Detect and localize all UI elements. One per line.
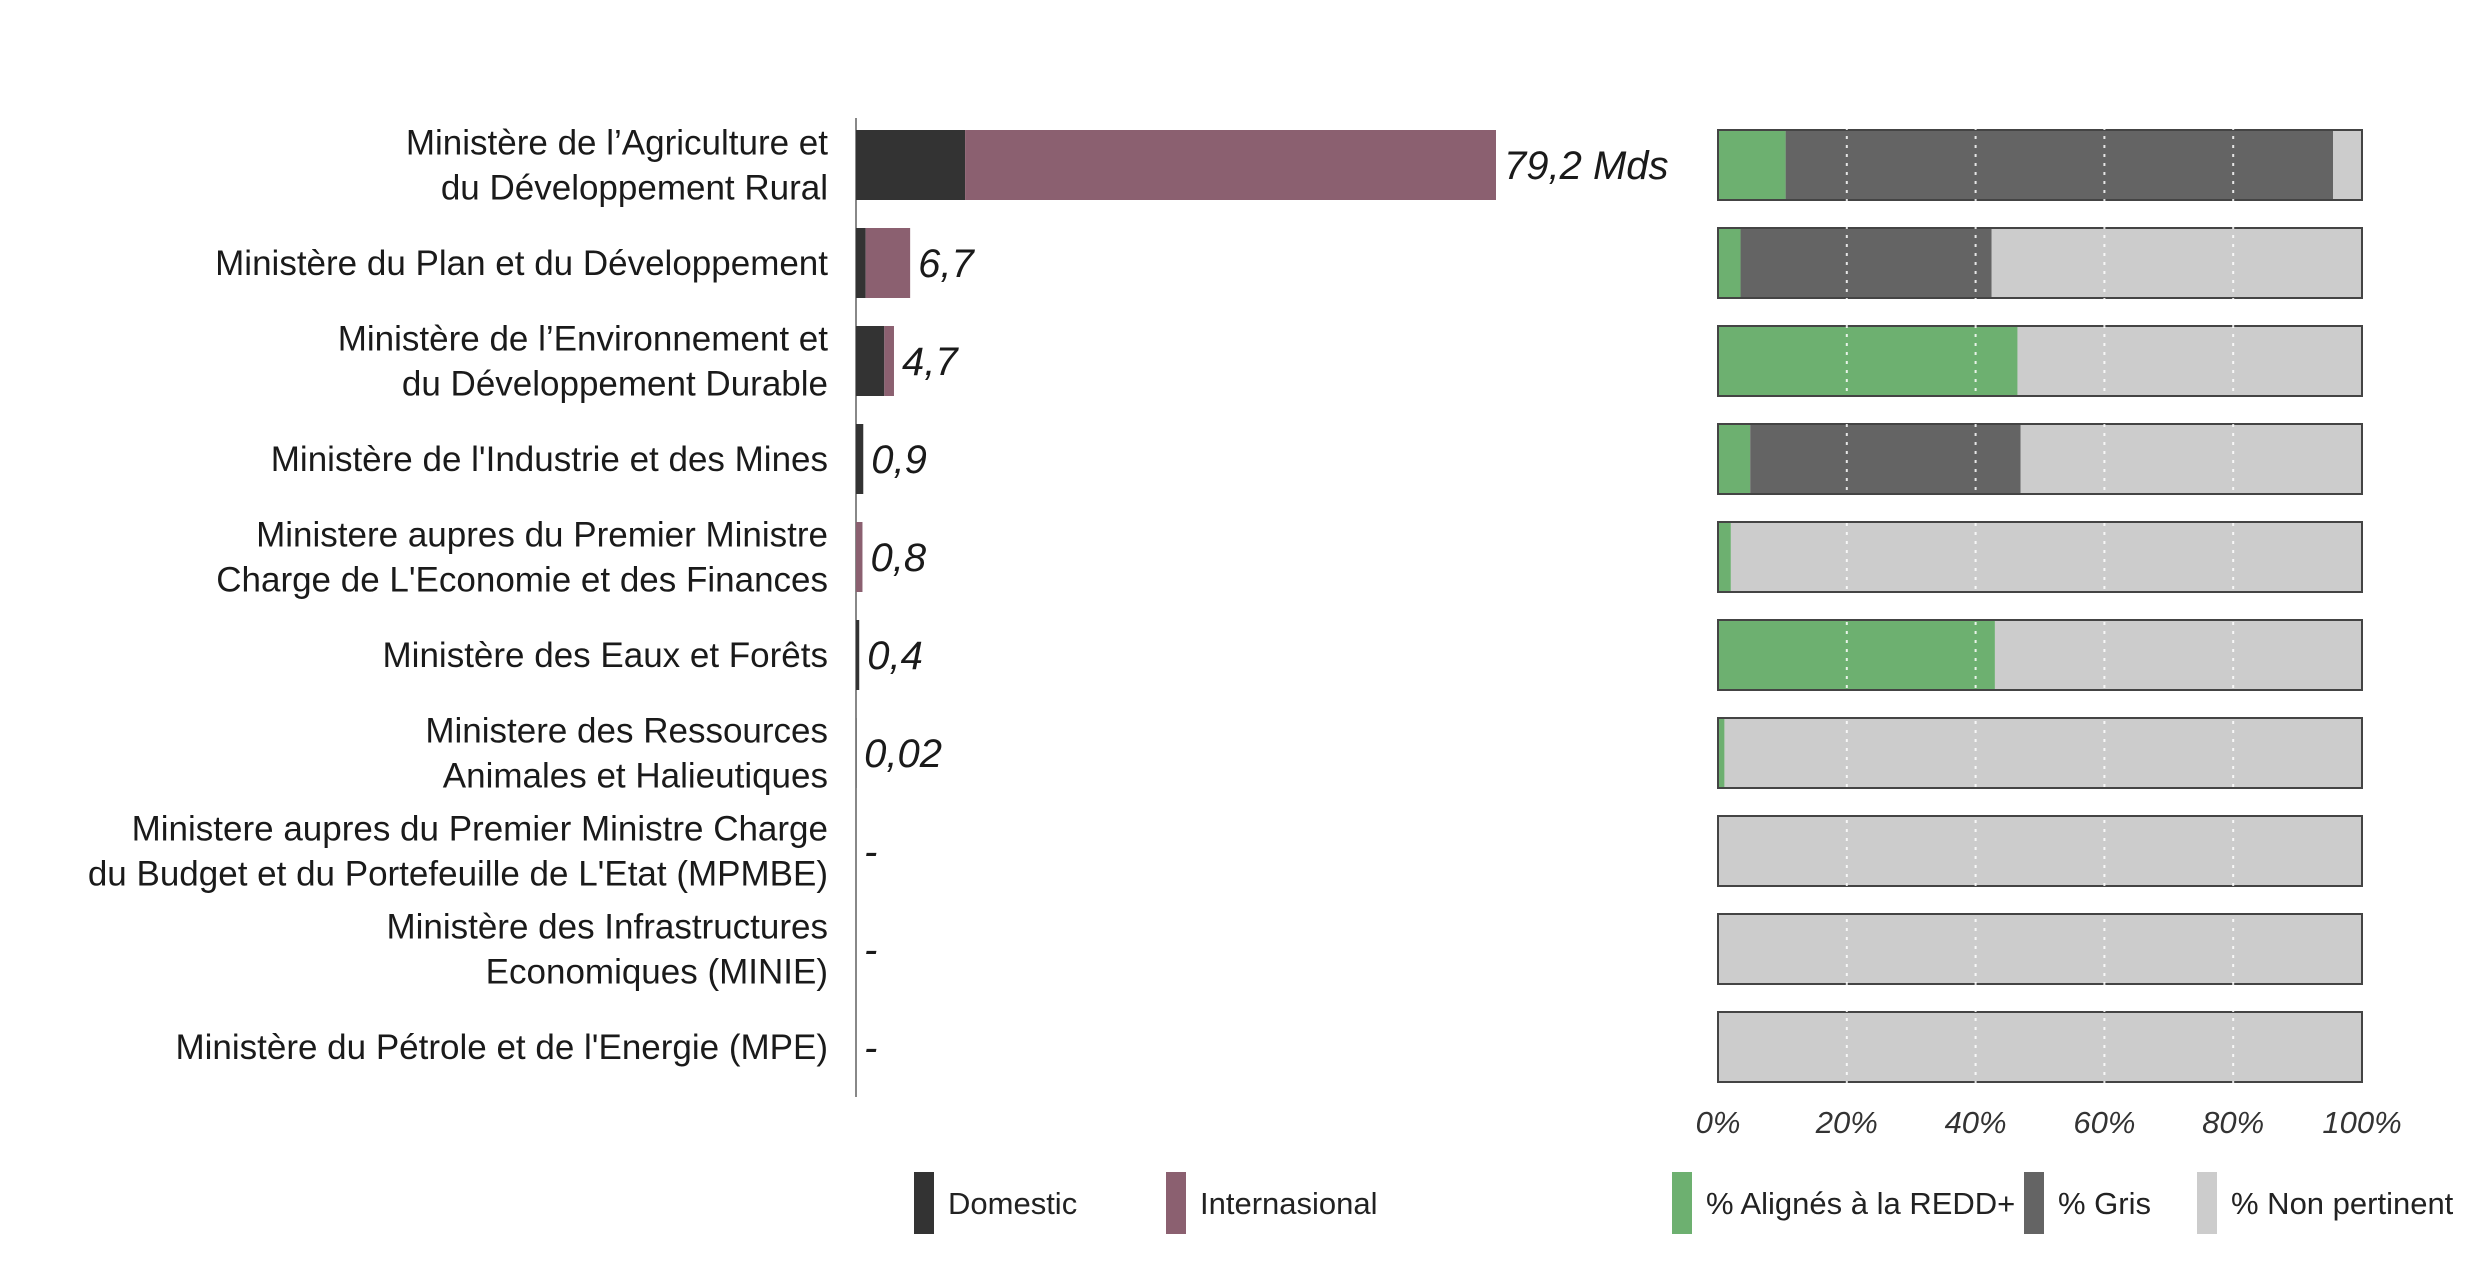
bar-domestic — [856, 620, 860, 690]
bar-domestic — [856, 424, 864, 494]
bar-non-pertinent — [1718, 816, 2362, 886]
bar-internasional — [965, 130, 1496, 200]
category-label: Animales et Halieutiques — [443, 757, 828, 796]
data-label: 4,7 — [902, 340, 959, 384]
category-label: Ministere aupres du Premier Ministre — [256, 516, 828, 555]
x-tick-label: 100% — [2322, 1105, 2401, 1140]
bar-non-pertinent — [1718, 914, 2362, 984]
bar-aligned — [1718, 228, 1741, 298]
category-label: du Budget et du Portefeuille de L'Etat (… — [88, 855, 828, 894]
category-label: Ministère des Infrastructures — [386, 908, 828, 947]
bar-outline — [1717, 521, 2363, 593]
bar-domestic — [856, 228, 866, 298]
category-label: Ministere aupres du Premier Ministre Cha… — [132, 810, 828, 849]
data-label: 79,2 Mds — [1504, 144, 1669, 188]
legend-label: % Gris — [2058, 1186, 2151, 1221]
legend-swatch — [2197, 1172, 2217, 1234]
data-label: - — [864, 928, 877, 972]
legend-label: % Alignés à la REDD+ — [1706, 1186, 2015, 1221]
bar-outline — [1717, 227, 2363, 299]
legend-label: Internasional — [1200, 1186, 1378, 1221]
bar-non-pertinent — [1991, 228, 2362, 298]
legend-swatch — [2024, 1172, 2044, 1234]
bar-non-pertinent — [2020, 424, 2362, 494]
x-tick-label: 20% — [1815, 1105, 1878, 1140]
category-label: Ministère de l'Industrie et des Mines — [271, 440, 828, 479]
bar-internasional — [865, 228, 911, 298]
bar-gris — [1750, 424, 2021, 494]
bar-outline — [1717, 619, 2363, 691]
category-label: Economiques (MINIE) — [486, 953, 828, 992]
legend-swatch — [914, 1172, 934, 1234]
bar-aligned — [1718, 130, 1786, 200]
bar-outline — [1717, 325, 2363, 397]
category-label: Ministère de l’Agriculture et — [406, 124, 828, 163]
bar-non-pertinent — [2333, 130, 2362, 200]
data-label: 0,8 — [870, 536, 926, 580]
category-label: du Développement Durable — [402, 365, 828, 404]
bar-domestic — [856, 326, 885, 396]
bar-internasional — [856, 522, 863, 592]
bar-outline — [1717, 129, 2363, 201]
bar-outline — [1717, 913, 2363, 985]
bar-gris — [1785, 130, 2334, 200]
category-label: Ministère du Pétrole et de l'Energie (MP… — [175, 1028, 828, 1067]
legend-label: Domestic — [948, 1186, 1077, 1221]
bar-domestic — [856, 130, 966, 200]
category-label: Ministère du Plan et du Développement — [215, 244, 828, 283]
x-tick-label: 60% — [2073, 1105, 2135, 1140]
data-label: 6,7 — [918, 242, 975, 286]
bar-aligned — [1718, 620, 1995, 690]
data-label: 0,9 — [871, 438, 927, 482]
bar-gris — [1740, 228, 1992, 298]
data-label: - — [864, 830, 877, 874]
bar-outline — [1717, 423, 2363, 495]
bar-outline — [1717, 1011, 2363, 1083]
data-label: 0,4 — [867, 634, 923, 678]
x-tick-label: 40% — [1945, 1105, 2007, 1140]
category-label: Ministère des Eaux et Forêts — [383, 636, 828, 675]
bar-aligned — [1718, 424, 1751, 494]
bar-outline — [1717, 815, 2363, 887]
legend-swatch — [1672, 1172, 1692, 1234]
bar-outline — [1717, 717, 2363, 789]
category-label: du Développement Rural — [441, 169, 828, 208]
data-label: 0,02 — [864, 732, 942, 776]
bar-aligned — [1718, 522, 1731, 592]
bar-non-pertinent — [1994, 620, 2362, 690]
category-label: Ministère de l’Environnement et — [338, 320, 829, 359]
bar-internasional — [884, 326, 894, 396]
x-tick-label: 80% — [2202, 1105, 2264, 1140]
bar-non-pertinent — [2017, 326, 2362, 396]
bar-non-pertinent — [1730, 522, 2362, 592]
legend-label: % Non pertinent — [2231, 1186, 2454, 1221]
bar-non-pertinent — [1724, 718, 2362, 788]
bar-aligned — [1718, 326, 2018, 396]
category-label: Charge de L'Economie et des Finances — [216, 561, 828, 600]
data-label: - — [864, 1026, 877, 1070]
x-tick-label: 0% — [1696, 1105, 1741, 1140]
category-label: Ministere des Ressources — [425, 712, 828, 751]
bar-non-pertinent — [1718, 1012, 2362, 1082]
legend-swatch — [1166, 1172, 1186, 1234]
bar-aligned — [1718, 718, 1725, 788]
